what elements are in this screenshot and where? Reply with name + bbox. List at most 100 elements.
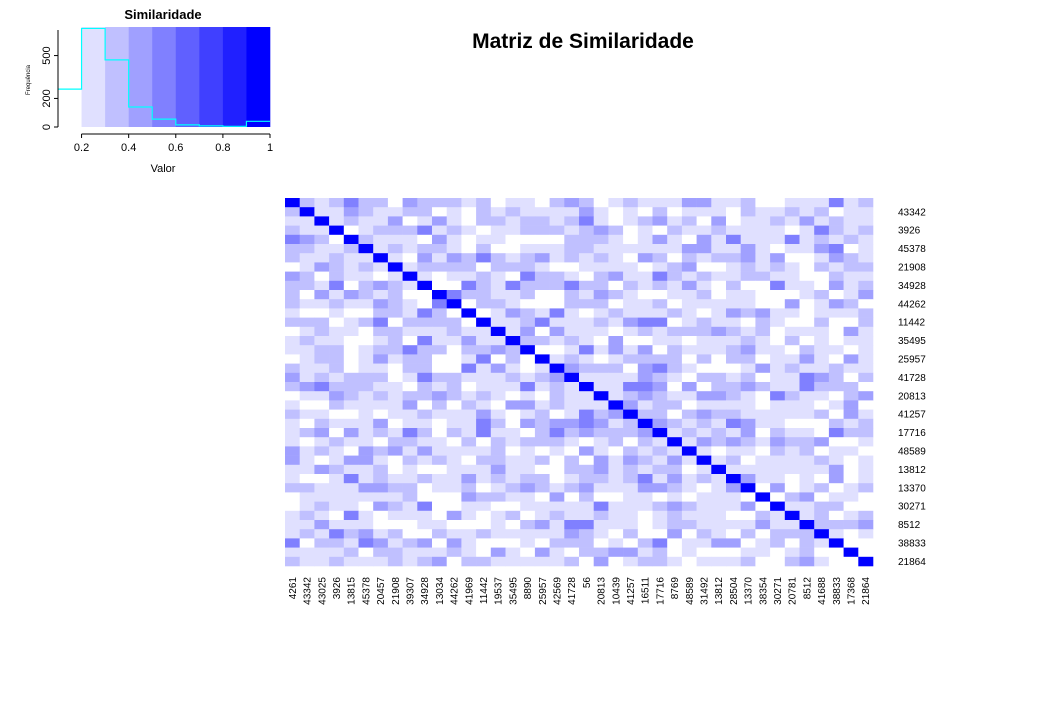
heatmap-cell bbox=[828, 556, 844, 567]
heatmap-cell bbox=[667, 538, 683, 548]
heatmap-cell bbox=[402, 198, 418, 208]
heatmap-cell bbox=[402, 244, 418, 254]
heatmap-cell bbox=[299, 326, 315, 337]
heatmap-cell bbox=[770, 317, 786, 328]
heatmap-column-label: 13034 bbox=[435, 577, 446, 605]
heatmap-cell bbox=[579, 510, 594, 521]
heatmap-cell bbox=[711, 501, 727, 512]
heatmap-cell bbox=[593, 234, 609, 245]
heatmap-cell bbox=[799, 391, 815, 401]
heatmap-cell bbox=[770, 547, 786, 558]
heatmap-cell bbox=[681, 244, 697, 254]
heatmap-cell bbox=[843, 446, 859, 456]
heatmap-cell bbox=[417, 400, 433, 410]
heatmap-cell bbox=[623, 372, 639, 383]
heatmap-cell bbox=[520, 280, 536, 291]
heatmap-cell bbox=[358, 520, 374, 530]
heatmap-cell bbox=[740, 455, 756, 466]
heatmap-cell bbox=[755, 253, 771, 263]
heatmap-cell bbox=[446, 225, 462, 236]
heatmap-row-label: 13370 bbox=[898, 483, 926, 494]
heatmap-cell bbox=[681, 336, 697, 346]
heatmap-cell bbox=[432, 455, 447, 466]
heatmap-cell bbox=[329, 455, 345, 466]
heatmap-cell bbox=[593, 474, 609, 484]
heatmap-row-label: 20813 bbox=[898, 391, 926, 402]
heatmap-cell bbox=[549, 216, 565, 226]
heatmap-cell bbox=[740, 308, 756, 318]
heatmap-cell bbox=[755, 464, 771, 475]
heatmap-cell bbox=[285, 418, 300, 429]
heatmap-row-label: 34928 bbox=[898, 281, 926, 292]
heatmap-cell bbox=[667, 207, 683, 217]
heatmap-cell bbox=[534, 418, 550, 429]
heatmap-cell bbox=[784, 317, 800, 328]
heatmap-cell bbox=[285, 354, 300, 364]
heatmap-cell bbox=[858, 317, 874, 328]
heatmap-cell bbox=[490, 400, 506, 410]
heatmap-cell bbox=[667, 510, 683, 521]
heatmap-cell bbox=[314, 520, 330, 530]
heatmap-cell bbox=[623, 326, 639, 337]
heatmap-cell bbox=[579, 262, 594, 272]
heatmap-cell bbox=[858, 483, 874, 493]
heatmap-cell bbox=[490, 501, 506, 512]
heatmap-cell bbox=[858, 363, 874, 374]
heatmap-cell bbox=[387, 253, 403, 263]
heatmap-cell bbox=[711, 207, 727, 217]
heatmap-cell bbox=[520, 418, 536, 429]
heatmap-cell bbox=[329, 317, 345, 328]
heatmap-cell bbox=[711, 345, 727, 355]
heatmap-cell bbox=[770, 225, 786, 236]
heatmap-cell bbox=[608, 372, 624, 383]
heatmap-cell bbox=[314, 400, 330, 410]
heatmap-cell bbox=[726, 556, 741, 567]
heatmap-cell bbox=[637, 216, 653, 226]
heatmap-cell bbox=[417, 372, 433, 383]
heatmap-cell bbox=[637, 308, 653, 318]
heatmap-cell bbox=[314, 483, 330, 493]
heatmap-cell bbox=[402, 280, 418, 291]
heatmap-cell bbox=[637, 391, 653, 401]
heatmap-cell bbox=[417, 234, 433, 245]
heatmap-cell bbox=[285, 207, 300, 217]
heatmap-cell bbox=[417, 538, 433, 548]
heatmap-cell bbox=[667, 262, 683, 272]
heatmap-cell bbox=[755, 299, 771, 309]
heatmap-cell bbox=[343, 446, 359, 456]
heatmap-cell bbox=[770, 280, 786, 291]
heatmap-cell bbox=[579, 418, 594, 429]
heatmap-cell bbox=[490, 520, 506, 530]
heatmap-cell bbox=[461, 216, 477, 226]
heatmap-cell bbox=[637, 317, 653, 328]
heatmap-cell bbox=[681, 428, 697, 438]
heatmap-cell bbox=[461, 299, 477, 309]
heatmap-cell bbox=[814, 234, 830, 245]
heatmap-cell bbox=[828, 326, 844, 337]
heatmap-cell bbox=[387, 290, 403, 300]
heatmap-cell bbox=[799, 492, 815, 502]
heatmap-cell bbox=[579, 382, 594, 392]
color-key-band bbox=[105, 27, 129, 127]
heatmap-cell bbox=[799, 317, 815, 328]
heatmap-cell bbox=[505, 225, 521, 236]
heatmap-cell bbox=[285, 345, 300, 355]
heatmap-cell bbox=[564, 271, 580, 282]
heatmap-cell bbox=[784, 363, 800, 374]
heatmap-cell bbox=[314, 198, 330, 208]
heatmap-cell bbox=[520, 520, 536, 530]
heatmap-cell bbox=[520, 308, 536, 318]
heatmap-cell bbox=[299, 207, 315, 217]
heatmap-cell bbox=[726, 455, 741, 466]
heatmap-cell bbox=[652, 391, 668, 401]
heatmap-cell bbox=[402, 363, 418, 374]
heatmap-cell bbox=[373, 547, 389, 558]
heatmap-cell bbox=[476, 216, 492, 226]
heatmap-cell bbox=[564, 345, 580, 355]
heatmap-cell bbox=[432, 382, 447, 392]
heatmap-cell bbox=[740, 483, 756, 493]
heatmap-cell bbox=[814, 492, 830, 502]
heatmap-cell bbox=[637, 372, 653, 383]
heatmap-cell bbox=[402, 382, 418, 392]
heatmap-cell bbox=[726, 198, 741, 208]
